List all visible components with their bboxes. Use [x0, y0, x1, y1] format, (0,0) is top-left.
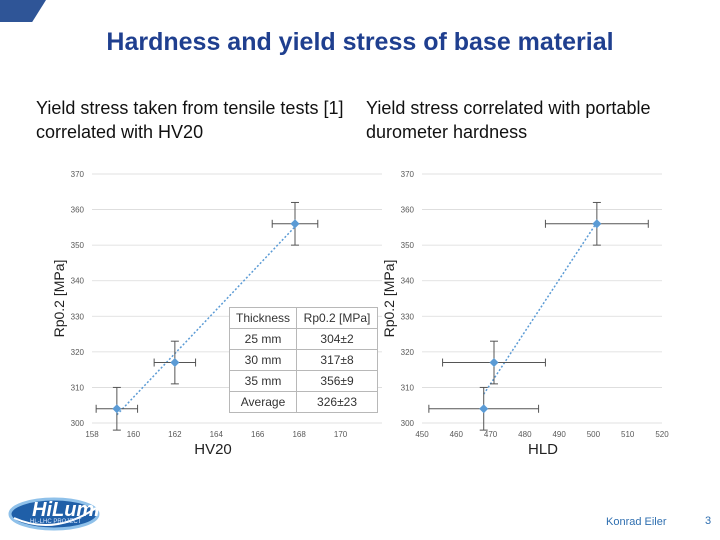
hilumi-logo-icon — [8, 497, 100, 531]
x-tick-label: 166 — [251, 430, 265, 439]
y-tick-label: 300 — [401, 419, 415, 428]
table-cell: 25 mm — [228, 328, 298, 350]
x-tick-label: 480 — [518, 430, 532, 439]
x-axis-label: HV20 — [194, 441, 232, 458]
data-point — [489, 358, 499, 368]
x-tick-label: 160 — [127, 430, 141, 439]
x-tick-label: 158 — [85, 430, 99, 439]
x-tick-label: 450 — [415, 430, 429, 439]
table-header-cell: Rp0.2 [MPa] — [296, 307, 379, 329]
thickness-yield-table: Thickness Rp0.2 [MPa] 25 mm 304±2 30 mm … — [228, 307, 379, 413]
x-tick-label: 500 — [587, 430, 601, 439]
y-tick-label: 370 — [401, 170, 415, 179]
data-point — [112, 404, 122, 414]
table-cell: 35 mm — [228, 370, 298, 392]
right-chart-subtitle: Yield stress correlated with portable du… — [366, 98, 651, 142]
table-cell: 304±2 — [296, 328, 379, 350]
y-tick-label: 300 — [71, 419, 85, 428]
table-cell: 356±9 — [296, 370, 379, 392]
y-axis-label: Rp0.2 [MPa] — [51, 260, 67, 338]
x-tick-label: 460 — [450, 430, 464, 439]
table-cell: Average — [228, 391, 298, 413]
y-tick-label: 350 — [401, 241, 415, 250]
y-tick-label: 320 — [71, 348, 85, 357]
y-tick-label: 330 — [401, 312, 415, 321]
x-tick-label: 168 — [292, 430, 306, 439]
x-tick-label: 170 — [334, 430, 348, 439]
y-axis-label: Rp0.2 [MPa] — [381, 260, 397, 338]
table-header-cell: Thickness — [228, 307, 298, 329]
page-number: 3 — [705, 515, 712, 527]
table-row: 35 mm 356±9 — [228, 370, 379, 392]
y-tick-label: 370 — [71, 170, 85, 179]
y-tick-label: 330 — [71, 312, 85, 321]
y-tick-label: 360 — [71, 206, 85, 215]
trendline — [116, 226, 296, 416]
table-header-row: Thickness Rp0.2 [MPa] — [228, 307, 379, 329]
y-tick-label: 340 — [401, 277, 415, 286]
x-tick-label: 164 — [210, 430, 224, 439]
table-cell: 30 mm — [228, 349, 298, 371]
x-tick-label: 520 — [655, 430, 669, 439]
x-tick-label: 490 — [552, 430, 566, 439]
table-cell: 317±8 — [296, 349, 379, 371]
y-tick-label: 340 — [71, 277, 85, 286]
slide-title: Hardness and yield stress of base materi… — [106, 28, 614, 56]
corner-accent-bar — [0, 0, 46, 22]
data-point — [479, 404, 489, 414]
x-tick-label: 162 — [168, 430, 182, 439]
footer-author: Konrad Eiler — [606, 516, 667, 528]
data-point — [170, 358, 180, 368]
left-chart-subtitle: Yield stress taken from tensile tests [1… — [36, 98, 344, 142]
x-tick-label: 470 — [484, 430, 498, 439]
table-row: 30 mm 317±8 — [228, 349, 379, 371]
logo-subtext: HL-LHC PROJECT — [30, 519, 82, 525]
y-tick-label: 310 — [401, 383, 415, 392]
table-row: Average 326±23 — [228, 391, 379, 413]
logo-text: HiLumi — [32, 499, 100, 521]
data-point — [592, 219, 602, 229]
x-tick-label: 510 — [621, 430, 635, 439]
y-tick-label: 360 — [401, 206, 415, 215]
table-row: 25 mm 304±2 — [228, 328, 379, 350]
x-axis-label: HLD — [528, 441, 558, 458]
table-cell: 326±23 — [296, 391, 379, 413]
trendline — [483, 221, 598, 395]
y-tick-label: 350 — [71, 241, 85, 250]
y-tick-label: 320 — [401, 348, 415, 357]
y-tick-label: 310 — [71, 383, 85, 392]
